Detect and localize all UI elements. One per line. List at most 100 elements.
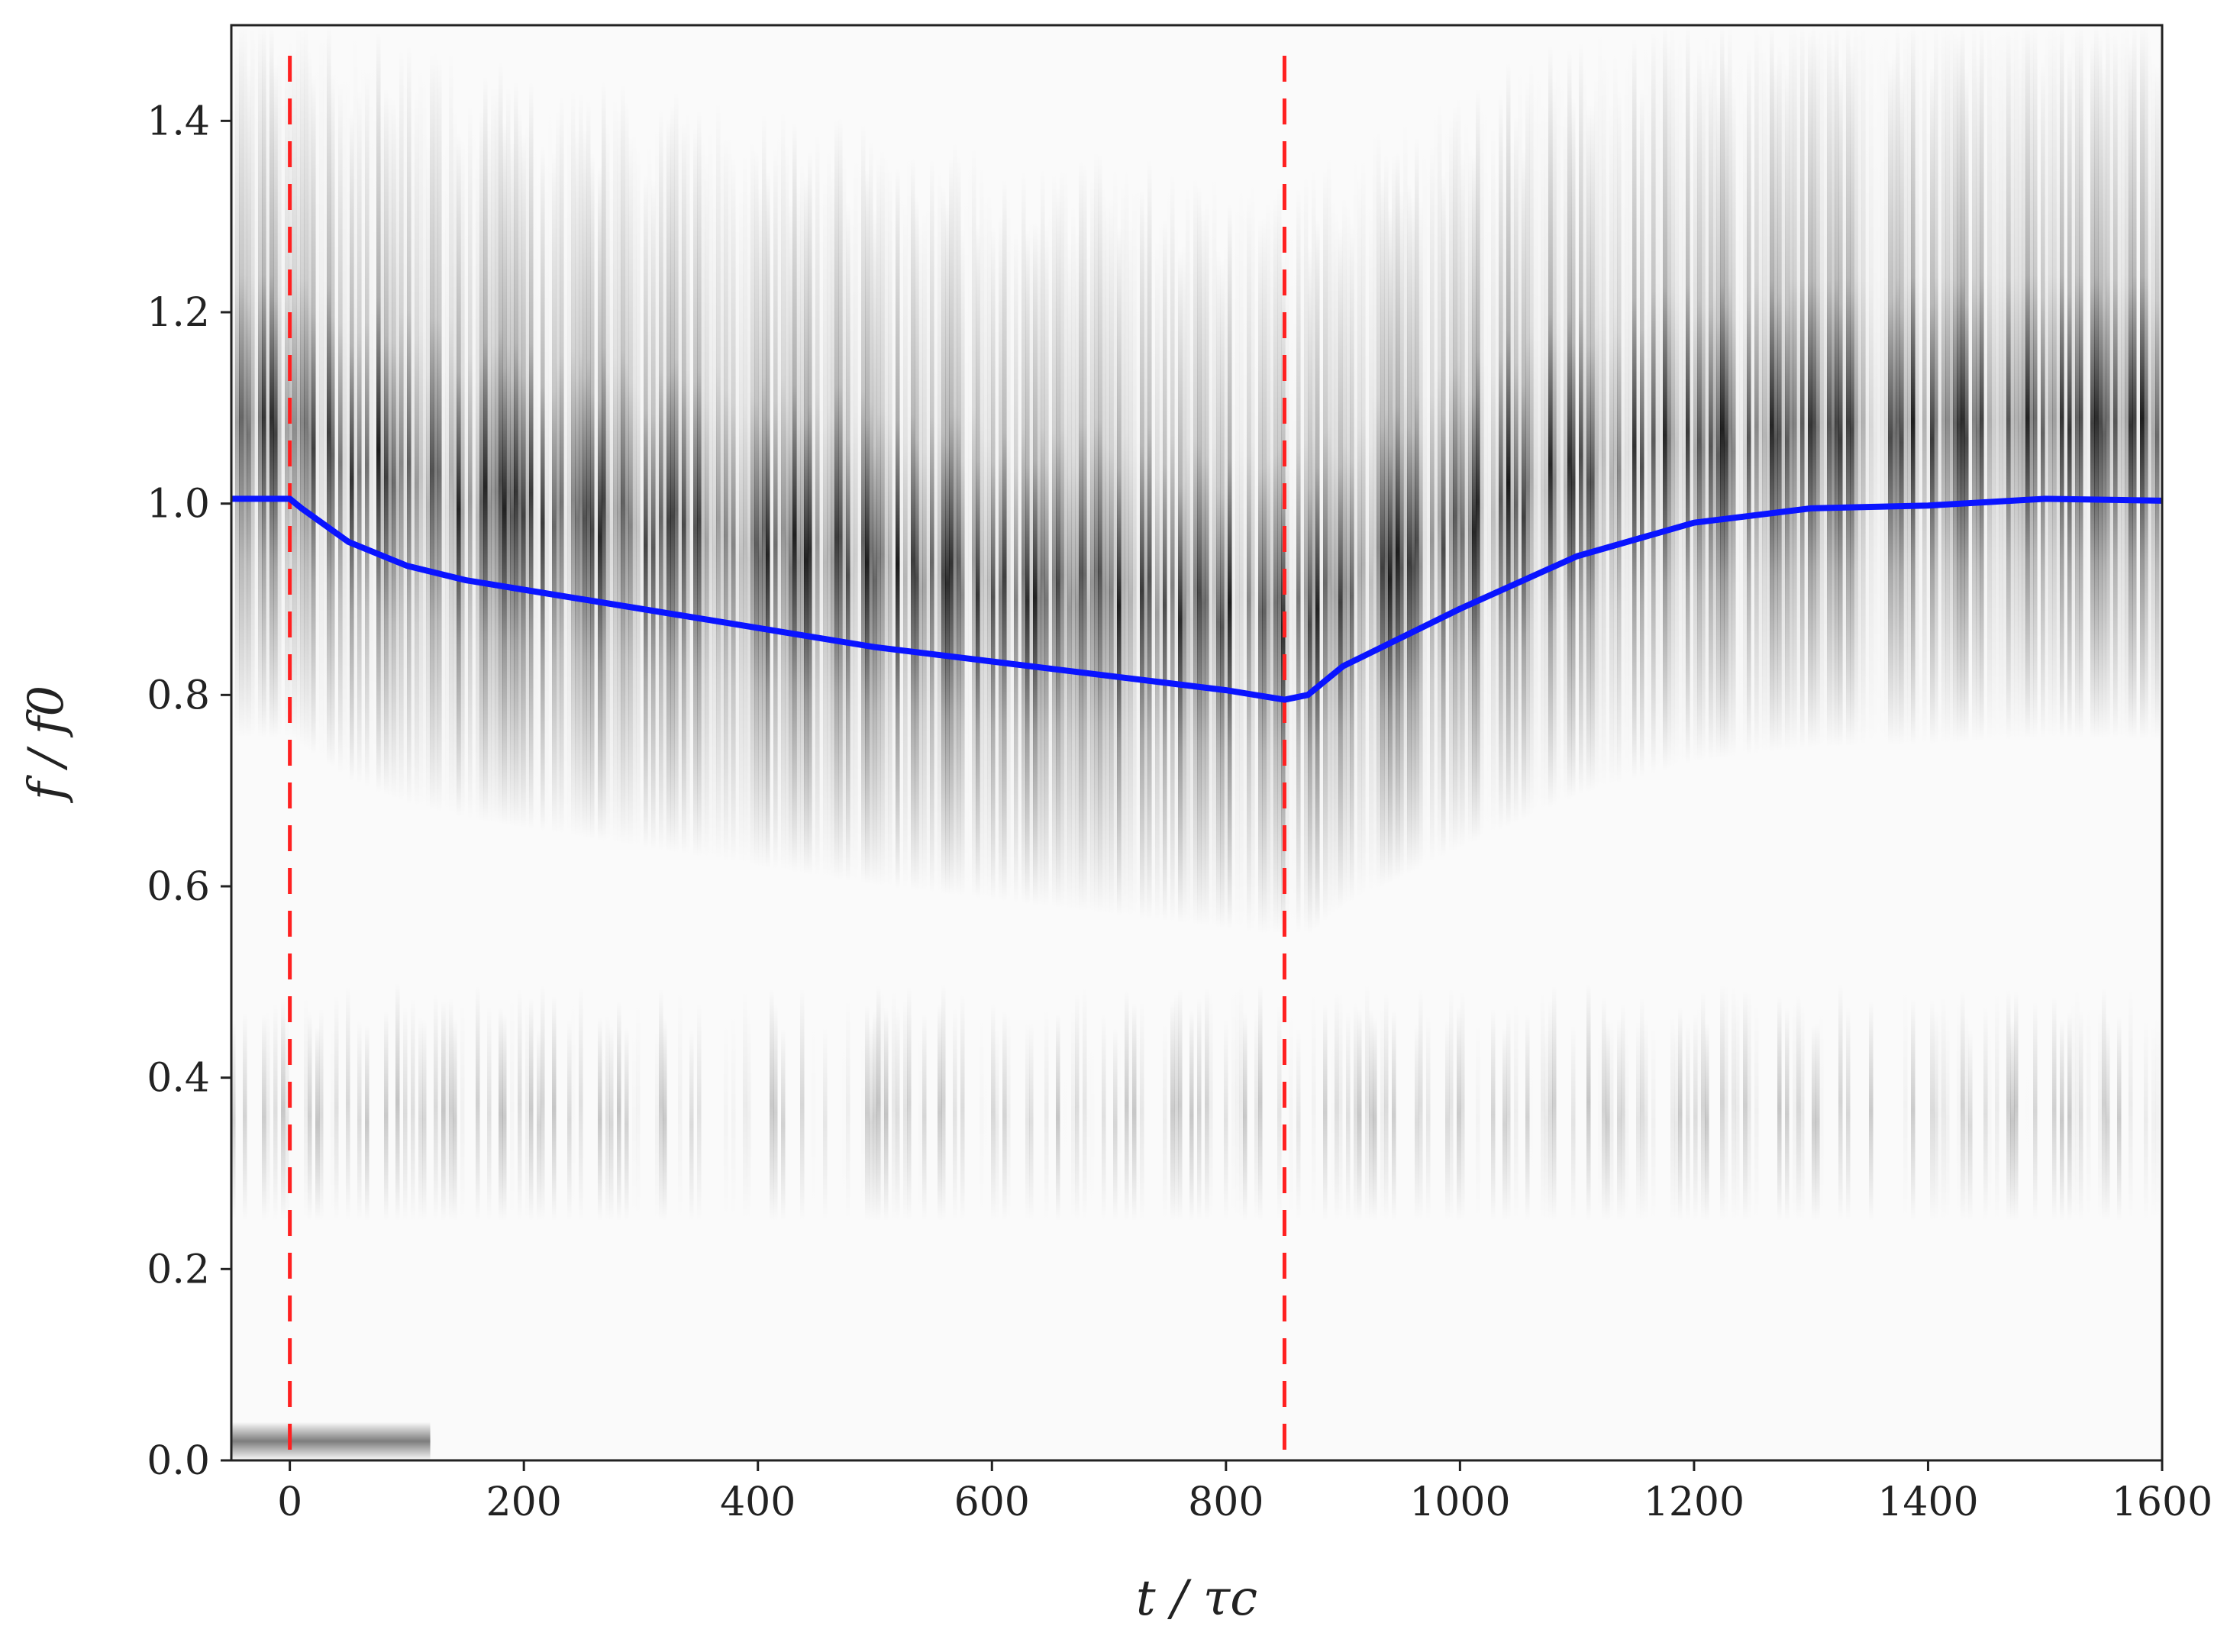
heatmap-cell <box>346 63 350 779</box>
heatmap-cell <box>605 118 610 843</box>
heatmap-cell <box>1266 200 1270 934</box>
heatmap-cell <box>1357 174 1362 899</box>
heatmap-cell <box>716 101 721 860</box>
heatmap-cell <box>476 986 480 1221</box>
heatmap-cell <box>449 997 453 1221</box>
heatmap-cell <box>1636 89 1641 779</box>
heatmap-cell <box>350 109 354 782</box>
heatmap-cell <box>1434 104 1438 861</box>
heatmap-cell <box>1319 233 1324 925</box>
heatmap-cell <box>938 1003 942 1221</box>
heatmap-cell <box>1285 218 1289 934</box>
heatmap-cell <box>1667 38 1671 770</box>
heatmap-cell <box>1335 991 1339 1221</box>
y-tick-label: 0.8 <box>147 673 210 718</box>
heatmap-cell <box>827 147 831 879</box>
heatmap-layer <box>231 25 2162 1460</box>
heatmap-cell <box>1987 25 1992 742</box>
heatmap-cell <box>2052 995 2057 1221</box>
heatmap-cell <box>1144 209 1148 920</box>
heatmap-cell <box>815 132 820 877</box>
vertical-markers <box>288 56 1286 1460</box>
heatmap-cell <box>575 128 579 837</box>
heatmap-cell <box>487 1005 492 1221</box>
heatmap-cell <box>1338 991 1343 1221</box>
heatmap-cell <box>674 91 679 853</box>
heatmap-cell <box>880 148 885 887</box>
heatmap-cell <box>495 84 499 824</box>
heatmap-cell <box>1056 1013 1060 1221</box>
heatmap-cell <box>445 997 450 1221</box>
heatmap-cell <box>1857 25 1862 747</box>
heatmap-cell <box>418 1015 423 1221</box>
heatmap-cell <box>1869 33 1874 747</box>
heatmap-cell <box>1220 259 1225 929</box>
heatmap-cell <box>334 994 339 1221</box>
heatmap-cell <box>510 137 515 827</box>
heatmap-cell <box>1125 166 1129 918</box>
heatmap-cell <box>1861 25 1866 747</box>
heatmap-cell <box>388 93 392 798</box>
heatmap-cell <box>1934 1009 1938 1221</box>
heatmap-cell <box>2041 60 2045 739</box>
heatmap-cell <box>1231 220 1236 931</box>
heatmap-cell <box>1991 36 1996 741</box>
heatmap-cell <box>1083 162 1087 912</box>
heatmap-cell <box>1602 996 1606 1221</box>
heatmap-cell <box>453 1018 457 1221</box>
heatmap-cell <box>945 202 950 895</box>
heatmap-cell <box>434 50 438 812</box>
heatmap-cell <box>1354 1001 1358 1221</box>
heatmap-cell <box>1277 1004 1282 1221</box>
heatmap-cell <box>1594 75 1599 791</box>
heatmap-cell <box>976 223 980 899</box>
heatmap-cell <box>514 81 518 828</box>
heatmap-cell <box>1338 227 1343 910</box>
heatmap-cell <box>1025 229 1030 905</box>
heatmap-cell <box>1155 238 1160 921</box>
heatmap-cell <box>701 136 705 858</box>
heatmap-cell <box>1907 25 1912 746</box>
heatmap-cell <box>854 153 858 883</box>
heatmap-cell <box>960 993 965 1221</box>
heatmap-cell <box>1625 52 1629 782</box>
heatmap-cell <box>2151 59 2156 740</box>
heatmap-cell <box>1312 989 1316 1221</box>
heatmap-cell <box>1564 100 1568 802</box>
heatmap-cell <box>304 995 308 1221</box>
heatmap-cell <box>1331 1015 1335 1221</box>
heatmap-cell <box>1029 216 1034 905</box>
heatmap-cell <box>2037 39 2041 739</box>
heatmap-cell <box>911 156 915 891</box>
heatmap-cell <box>823 1026 828 1221</box>
heatmap-cell <box>1205 987 1209 1221</box>
x-tick-label: 200 <box>486 1479 562 1525</box>
heatmap-cell <box>651 179 656 850</box>
heatmap-cell <box>1941 995 1946 1221</box>
heatmap-cell <box>464 123 469 819</box>
heatmap-cell <box>1777 995 1782 1221</box>
heatmap-cell <box>1812 25 1816 748</box>
heatmap-cell <box>1678 26 1683 767</box>
heatmap-cell <box>479 110 484 822</box>
heatmap-cell <box>2148 30 2152 740</box>
heatmap-cell <box>1365 180 1370 895</box>
heatmap-cell <box>262 25 266 738</box>
heatmap-cell <box>1739 36 1744 757</box>
heatmap-cell <box>1441 173 1446 857</box>
heatmap-cell <box>777 122 782 871</box>
heatmap-cell <box>1178 250 1183 924</box>
heatmap-cell <box>2033 1001 2038 1221</box>
heatmap-cell <box>1209 989 1213 1221</box>
heatmap-cell <box>269 25 274 738</box>
heatmap-cell <box>373 37 377 792</box>
heatmap-cell <box>1800 25 1805 750</box>
heatmap-cell <box>2025 1001 2030 1221</box>
y-axis-label: f / f0 <box>18 686 75 803</box>
heatmap-cell <box>838 116 843 881</box>
heatmap-cell <box>941 186 946 895</box>
heatmap-cell <box>1819 1002 1824 1221</box>
heatmap-cell <box>1976 51 1980 742</box>
heatmap-cell <box>437 56 442 813</box>
heatmap-cell <box>1193 176 1198 926</box>
